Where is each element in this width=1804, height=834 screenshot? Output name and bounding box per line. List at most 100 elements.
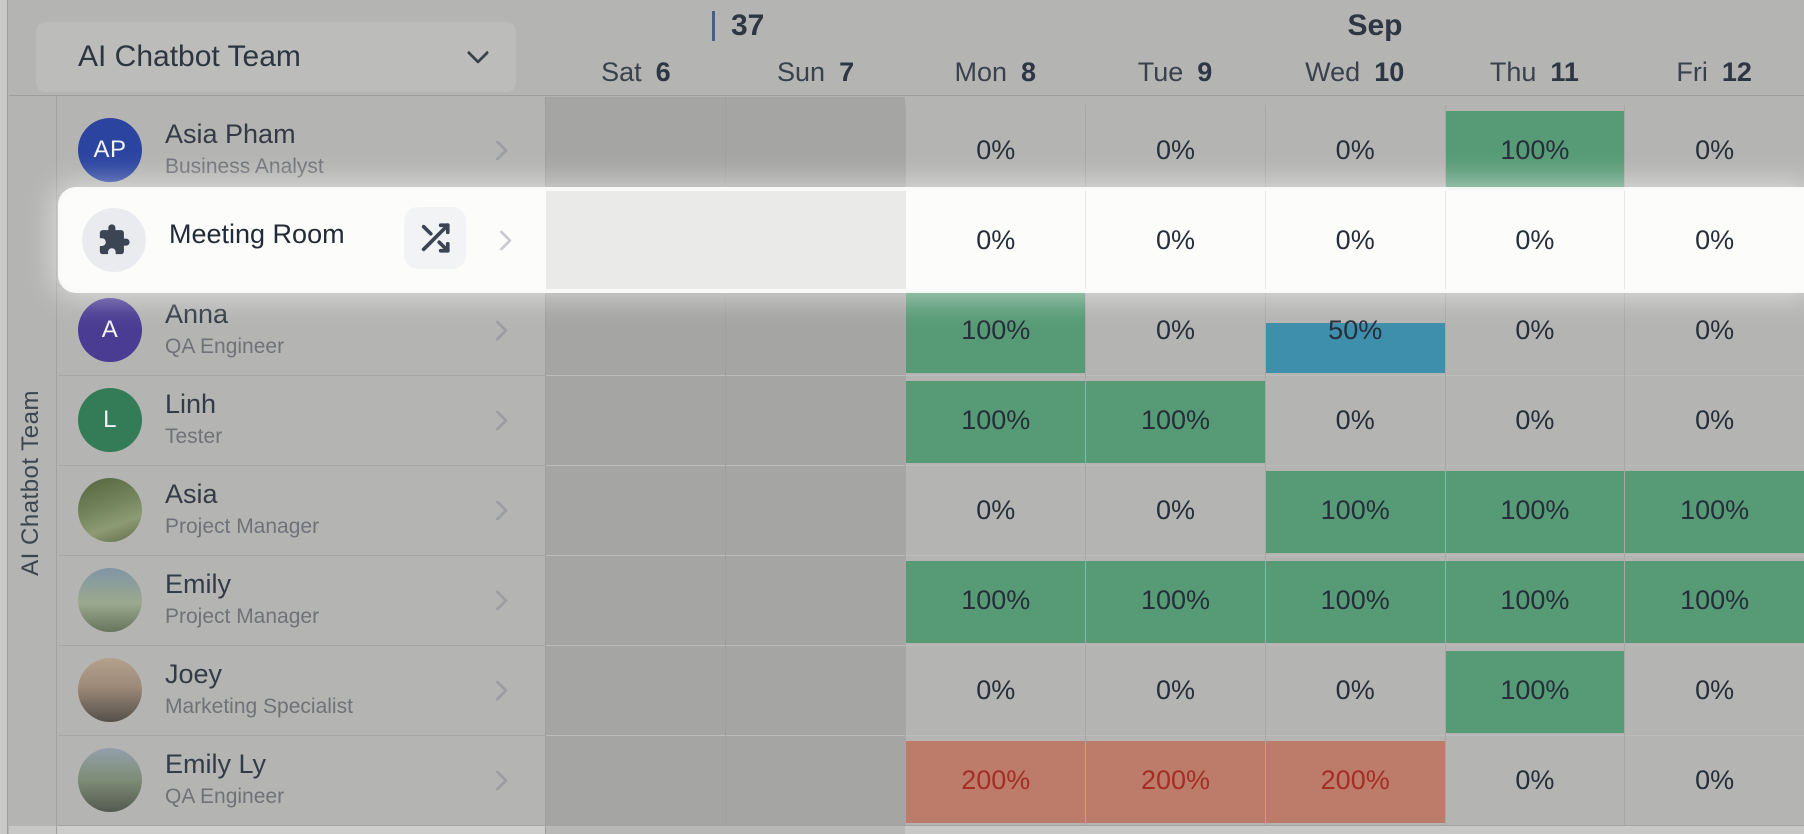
allocation-cell[interactable]: 200%: [905, 735, 1086, 825]
chevron-right-icon[interactable]: [486, 409, 509, 432]
allocation-cell[interactable]: 0%: [905, 645, 1085, 735]
allocation-cell[interactable]: 0%: [1624, 285, 1804, 375]
row-divider: [58, 645, 545, 646]
allocation-cell[interactable]: 0%: [1624, 191, 1804, 289]
allocation-cell[interactable]: 0%: [1264, 375, 1445, 465]
allocation-cell[interactable]: 0%: [1444, 191, 1625, 289]
allocation-cell[interactable]: 0%: [1085, 285, 1265, 375]
allocation-value: 0%: [1695, 314, 1735, 345]
row-divider: [546, 645, 1804, 646]
allocation-value: 100%: [1680, 494, 1750, 525]
allocation-fill: [1445, 471, 1625, 553]
member-row[interactable]: Meeting Room: [62, 191, 549, 289]
day-header-tue: Tue 9: [1085, 54, 1265, 90]
allocation-cell[interactable]: 0%: [1264, 191, 1445, 289]
allocation-fill: [1265, 561, 1445, 643]
allocation-cell[interactable]: 100%: [1264, 555, 1445, 645]
chevron-right-icon[interactable]: [486, 589, 509, 612]
allocation-cell[interactable]: 0%: [905, 191, 1085, 289]
allocation-value: 100%: [961, 584, 1031, 615]
allocation-cell[interactable]: 0%: [1444, 735, 1625, 825]
shuffle-icon: [421, 223, 450, 253]
member-row[interactable]: Joey Marketing Specialist: [58, 645, 545, 735]
member-row[interactable]: A Anna QA Engineer: [58, 285, 545, 375]
next-row-partial-panel: [58, 826, 545, 834]
team-group-rail: AI Chatbot Team: [9, 96, 57, 834]
chevron-right-icon[interactable]: [486, 679, 509, 702]
allocation-cell[interactable]: 100%: [905, 375, 1086, 465]
chevron-right-icon[interactable]: [486, 769, 509, 792]
next-row-partial: [9, 826, 1804, 834]
allocation-cell[interactable]: 0%: [1085, 105, 1265, 195]
row-divider: [546, 555, 1804, 556]
chevron-right-icon[interactable]: [486, 319, 509, 342]
shuffle-button[interactable]: [404, 207, 466, 269]
member-row[interactable]: AP Asia Pham Business Analyst: [58, 105, 545, 195]
allocation-cell[interactable]: 100%: [1444, 105, 1625, 195]
allocation-cell[interactable]: 0%: [1085, 465, 1265, 555]
avatar-initials: AP: [78, 118, 142, 182]
allocation-fill: [1445, 651, 1625, 733]
allocation-value: 0%: [976, 674, 1016, 705]
member-name: Emily: [165, 569, 231, 599]
member-row[interactable]: Emily Ly QA Engineer: [58, 735, 545, 825]
day-name: Tue: [1137, 56, 1184, 87]
allocation-cell[interactable]: 200%: [1085, 735, 1265, 825]
allocation-cell[interactable]: 0%: [1444, 285, 1625, 375]
allocation-cell[interactable]: 0%: [905, 465, 1085, 555]
allocation-value: 0%: [1155, 224, 1195, 255]
chevron-right-icon[interactable]: [490, 229, 513, 252]
chevron-right-icon[interactable]: [486, 499, 509, 522]
member-row[interactable]: Asia Project Manager: [58, 465, 545, 555]
spotlight-highlight: [62, 191, 1804, 289]
allocation-cell[interactable]: 0%: [905, 105, 1085, 195]
allocation-cell[interactable]: 0%: [1264, 105, 1445, 195]
chevron-down-icon: [466, 41, 490, 65]
allocation-cell[interactable]: 100%: [1085, 375, 1265, 465]
team-selector[interactable]: AI Chatbot Team: [36, 22, 516, 92]
allocation-cell[interactable]: 100%: [1624, 465, 1804, 555]
allocation-cell[interactable]: 0%: [1264, 645, 1445, 735]
allocation-cell[interactable]: 0%: [1624, 645, 1804, 735]
month-label: Sep: [1347, 9, 1403, 42]
allocation-value: 200%: [961, 764, 1031, 795]
allocation-value: 0%: [1155, 494, 1195, 525]
allocation-cell[interactable]: 0%: [1085, 191, 1265, 289]
allocation-value: 0%: [1335, 674, 1375, 705]
avatar-initials: A: [78, 298, 142, 362]
allocation-fill: [1445, 111, 1625, 193]
allocation-cell[interactable]: 100%: [905, 555, 1086, 645]
day-name: Mon: [954, 56, 1008, 87]
allocation-cell[interactable]: 100%: [1085, 555, 1265, 645]
member-role: Project Manager: [165, 515, 320, 538]
avatar-photo: [78, 748, 142, 812]
allocation-cell[interactable]: 0%: [1085, 645, 1265, 735]
allocation-cell[interactable]: 100%: [1444, 465, 1625, 555]
day-header-sat: Sat 6: [546, 54, 726, 90]
allocation-value: 0%: [1335, 134, 1375, 165]
allocation-cell[interactable]: 0%: [1444, 375, 1625, 465]
avatar-initials: L: [78, 388, 142, 452]
allocation-cell[interactable]: 0%: [1624, 375, 1804, 465]
member-row[interactable]: L Linh Tester: [58, 375, 545, 465]
allocation-cell[interactable]: 100%: [905, 285, 1086, 375]
allocation-value: 0%: [976, 494, 1016, 525]
allocation-cell[interactable]: 0%: [1624, 735, 1804, 825]
allocation-cell[interactable]: 0%: [1624, 105, 1804, 195]
chevron-right-icon[interactable]: [486, 139, 509, 162]
day-date: 10: [1374, 56, 1405, 87]
allocation-cell[interactable]: 100%: [1444, 555, 1625, 645]
allocation-fill: [906, 741, 1086, 823]
avatar-photo: [78, 568, 142, 632]
allocation-cell[interactable]: 100%: [1264, 465, 1445, 555]
day-date: 7: [839, 56, 855, 87]
allocation-cell[interactable]: 100%: [1624, 555, 1804, 645]
allocation-cell[interactable]: 100%: [1444, 645, 1625, 735]
member-role: Business Analyst: [165, 155, 324, 178]
allocation-cell[interactable]: 50%: [1264, 285, 1445, 375]
allocation-fill: [906, 291, 1086, 373]
member-row[interactable]: Emily Project Manager: [58, 555, 545, 645]
allocation-value: 0%: [1695, 224, 1735, 255]
allocation-cell[interactable]: 200%: [1264, 735, 1445, 825]
